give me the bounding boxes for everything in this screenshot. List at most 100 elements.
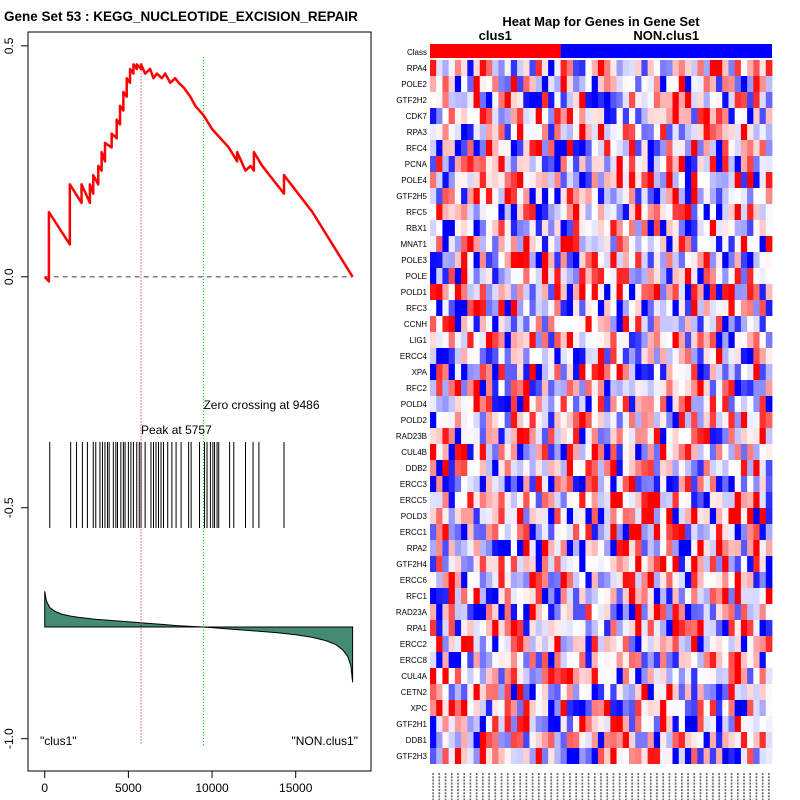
heatmap-cell bbox=[628, 492, 636, 508]
heatmap-cell bbox=[560, 396, 568, 412]
heatmap-cell bbox=[616, 108, 624, 124]
heatmap-cell bbox=[479, 540, 487, 556]
heatmap-cell bbox=[479, 108, 487, 124]
heatmap-cell bbox=[622, 268, 630, 284]
enrichment-plot: Gene Set 53 : KEGG_NUCLEOTIDE_EXCISION_R… bbox=[2, 9, 372, 795]
heatmap-cell bbox=[548, 380, 555, 396]
heatmap-cell bbox=[697, 172, 704, 188]
heatmap-cell bbox=[510, 460, 518, 476]
heatmap-cell bbox=[442, 588, 450, 604]
heatmap-cell bbox=[709, 236, 717, 252]
heatmap-cell bbox=[566, 412, 574, 428]
heatmap-cell bbox=[666, 284, 673, 300]
heatmap-cell bbox=[666, 300, 673, 316]
heatmap-cell bbox=[498, 300, 506, 316]
heatmap-cell bbox=[610, 444, 617, 460]
heatmap-cell bbox=[722, 428, 729, 444]
heatmap-cell bbox=[541, 332, 549, 348]
heatmap-cell bbox=[747, 412, 754, 428]
heatmap-cell bbox=[498, 636, 506, 652]
heatmap-cell bbox=[597, 556, 605, 572]
heatmap-cell bbox=[448, 652, 456, 668]
heatmap-cell bbox=[691, 508, 698, 524]
heatmap-cell bbox=[747, 316, 754, 332]
heatmap-cell bbox=[616, 284, 624, 300]
heatmap-cell bbox=[604, 348, 611, 364]
heatmap-cell bbox=[448, 732, 456, 748]
heatmap-cell bbox=[753, 108, 760, 124]
heatmap-cell bbox=[628, 428, 636, 444]
heatmap-cell bbox=[734, 92, 742, 108]
heatmap-cell bbox=[660, 60, 667, 76]
heatmap-cell bbox=[740, 684, 748, 700]
heatmap-cell bbox=[734, 636, 742, 652]
heatmap-cell bbox=[635, 684, 642, 700]
heatmap-cell bbox=[616, 316, 624, 332]
heatmap-cell bbox=[485, 380, 493, 396]
heatmap-cell bbox=[622, 668, 630, 684]
heatmap-cell bbox=[510, 380, 518, 396]
heatmap-cell bbox=[728, 140, 736, 156]
heatmap-cell bbox=[498, 604, 506, 620]
heatmap-cell bbox=[622, 156, 630, 172]
heatmap-cell bbox=[461, 588, 468, 604]
heatmap-cell bbox=[485, 460, 493, 476]
heatmap-cell bbox=[461, 396, 468, 412]
heatmap-cell bbox=[716, 124, 723, 140]
heatmap-cell bbox=[591, 540, 599, 556]
heatmap-cell bbox=[759, 700, 767, 716]
heatmap-cell bbox=[430, 588, 437, 604]
heatmap-cell bbox=[604, 300, 611, 316]
heatmap-cell bbox=[728, 620, 736, 636]
heatmap-cell bbox=[597, 348, 605, 364]
heatmap-cell bbox=[616, 380, 624, 396]
sample-labels bbox=[432, 773, 770, 800]
heatmap-cell bbox=[467, 156, 474, 172]
heatmap-cell bbox=[448, 572, 456, 588]
heatmap-cell bbox=[635, 620, 642, 636]
heatmap-cell bbox=[740, 556, 748, 572]
heatmap-cell bbox=[436, 236, 443, 252]
heatmap-cell bbox=[498, 284, 506, 300]
heatmap-cell bbox=[504, 76, 512, 92]
heatmap-cell bbox=[672, 284, 680, 300]
heatmap-cell bbox=[541, 556, 549, 572]
heatmap-cell bbox=[535, 236, 543, 252]
heatmap-cell bbox=[461, 364, 468, 380]
heatmap-cell bbox=[436, 316, 443, 332]
heatmap-cell bbox=[566, 284, 574, 300]
heatmap-cell bbox=[753, 124, 760, 140]
heatmap-cell bbox=[753, 380, 760, 396]
heatmap-cell bbox=[473, 76, 481, 92]
heatmap-cell bbox=[734, 732, 742, 748]
heatmap-cell bbox=[473, 140, 481, 156]
heatmap-cell bbox=[653, 460, 661, 476]
heatmap-cell bbox=[722, 524, 729, 540]
heatmap-cell bbox=[672, 524, 680, 540]
heatmap-cell bbox=[442, 156, 450, 172]
heatmap-cell bbox=[678, 348, 686, 364]
heatmap-cell bbox=[560, 732, 568, 748]
heatmap-cell bbox=[485, 348, 493, 364]
heatmap-cell bbox=[641, 748, 649, 764]
heatmap-cell bbox=[647, 268, 655, 284]
heatmap-cell bbox=[529, 460, 537, 476]
heatmap-cell bbox=[722, 700, 729, 716]
heatmap-cell bbox=[585, 332, 593, 348]
heatmap-cell bbox=[635, 348, 642, 364]
heatmap-cell bbox=[448, 396, 456, 412]
heatmap-cell bbox=[765, 380, 773, 396]
heatmap-cell bbox=[504, 652, 512, 668]
heatmap-cell bbox=[560, 188, 568, 204]
heatmap-cell bbox=[647, 508, 655, 524]
heatmap-cell bbox=[672, 316, 680, 332]
heatmap-cell bbox=[722, 252, 729, 268]
heatmap-cell bbox=[666, 476, 673, 492]
heatmap-cell bbox=[548, 748, 555, 764]
heatmap-cell bbox=[747, 524, 754, 540]
heatmap-cell bbox=[560, 652, 568, 668]
heatmap-cell bbox=[485, 620, 493, 636]
heatmap-cell bbox=[653, 684, 661, 700]
heatmap-cell bbox=[697, 236, 704, 252]
heatmap-cell bbox=[479, 124, 487, 140]
